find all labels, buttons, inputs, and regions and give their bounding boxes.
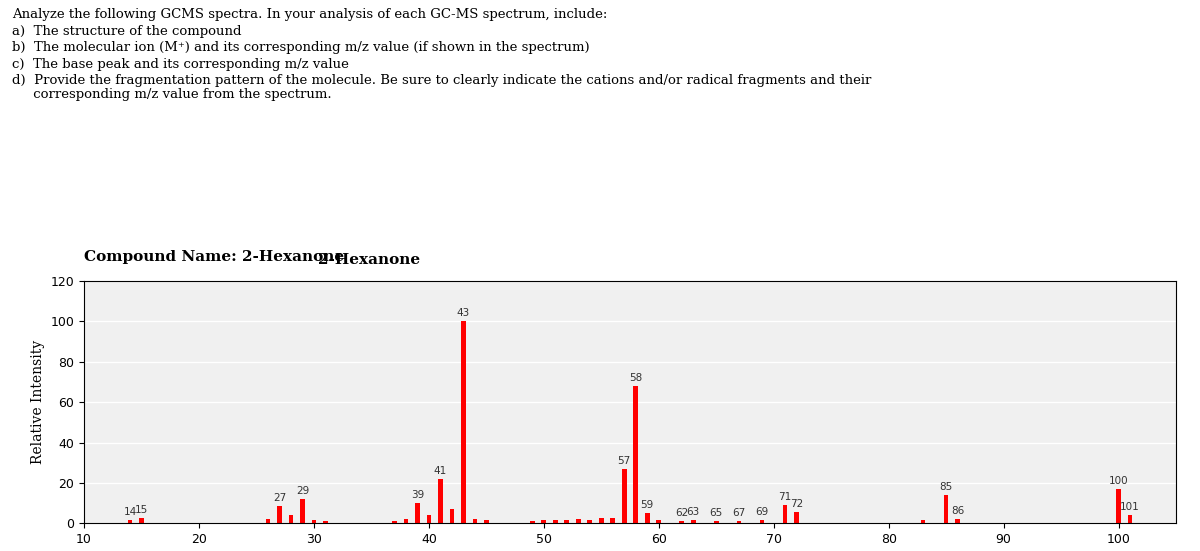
Text: 71: 71 xyxy=(779,492,792,503)
Text: a)  The structure of the compound: a) The structure of the compound xyxy=(12,25,241,38)
Text: 2-Hexanone: 2-Hexanone xyxy=(318,253,420,267)
Text: 62: 62 xyxy=(676,509,689,518)
Bar xyxy=(450,509,454,523)
Bar xyxy=(794,512,799,523)
Bar xyxy=(714,521,719,523)
Bar xyxy=(323,521,328,523)
Bar xyxy=(1128,515,1133,523)
Text: 15: 15 xyxy=(134,505,148,515)
Text: 59: 59 xyxy=(641,500,654,510)
Text: 43: 43 xyxy=(457,309,470,318)
Bar xyxy=(438,479,443,523)
Bar xyxy=(611,518,616,523)
Bar xyxy=(634,386,638,523)
Bar xyxy=(944,495,948,523)
Bar xyxy=(920,520,925,523)
Bar xyxy=(1116,489,1121,523)
Bar xyxy=(127,520,132,523)
Bar xyxy=(277,506,282,523)
Y-axis label: Relative Intensity: Relative Intensity xyxy=(31,340,44,464)
Bar xyxy=(415,503,420,523)
Bar xyxy=(599,518,604,523)
Bar xyxy=(656,520,661,523)
Text: 39: 39 xyxy=(410,490,424,500)
Bar xyxy=(576,520,581,523)
Text: corresponding m/z value from the spectrum.: corresponding m/z value from the spectru… xyxy=(12,88,331,101)
Bar xyxy=(265,520,270,523)
Bar xyxy=(737,521,742,523)
Text: b)  The molecular ion (M⁺) and its corresponding m/z value (if shown in the spec: b) The molecular ion (M⁺) and its corres… xyxy=(12,41,589,55)
Bar xyxy=(553,520,558,523)
Bar xyxy=(955,520,960,523)
Bar xyxy=(139,518,144,523)
Text: c)  The base peak and its corresponding m/z value: c) The base peak and its corresponding m… xyxy=(12,58,349,71)
Text: 57: 57 xyxy=(618,456,631,466)
Bar xyxy=(541,520,546,523)
Bar xyxy=(461,321,466,523)
Bar xyxy=(691,520,696,523)
Bar xyxy=(679,521,684,523)
Bar xyxy=(426,515,431,523)
Bar xyxy=(564,520,569,523)
Text: Analyze the following GCMS spectra. In your analysis of each GC-MS spectrum, inc: Analyze the following GCMS spectra. In y… xyxy=(12,8,607,21)
Text: 69: 69 xyxy=(756,507,769,517)
Bar xyxy=(760,520,764,523)
Bar xyxy=(484,520,488,523)
Text: 65: 65 xyxy=(709,509,722,518)
Text: 85: 85 xyxy=(940,482,953,492)
Bar xyxy=(622,469,626,523)
Text: 58: 58 xyxy=(629,373,642,383)
Text: d)  Provide the fragmentation pattern of the molecule. Be sure to clearly indica: d) Provide the fragmentation pattern of … xyxy=(12,74,871,88)
Bar xyxy=(588,520,592,523)
Text: 101: 101 xyxy=(1120,503,1140,512)
Text: 63: 63 xyxy=(686,507,700,517)
Text: 100: 100 xyxy=(1109,476,1128,486)
Text: 67: 67 xyxy=(732,509,746,518)
Bar xyxy=(530,521,534,523)
Bar xyxy=(473,520,478,523)
Bar xyxy=(392,521,397,523)
Text: 86: 86 xyxy=(950,506,965,516)
Bar xyxy=(312,520,316,523)
Bar xyxy=(644,514,649,523)
Bar xyxy=(782,505,787,523)
Bar xyxy=(403,520,408,523)
Bar xyxy=(289,515,293,523)
Text: 29: 29 xyxy=(295,486,310,496)
Text: 27: 27 xyxy=(272,493,286,503)
Text: Compound Name: 2-Hexanone: Compound Name: 2-Hexanone xyxy=(84,251,344,264)
Text: 41: 41 xyxy=(433,466,446,476)
Text: 14: 14 xyxy=(124,507,137,517)
Bar xyxy=(300,499,305,523)
Text: 72: 72 xyxy=(790,499,803,509)
